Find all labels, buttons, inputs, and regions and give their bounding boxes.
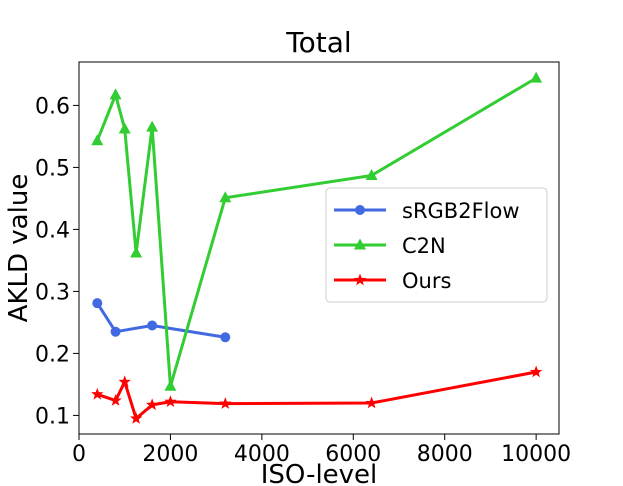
data-point-c2n bbox=[365, 168, 378, 180]
series-line-ours bbox=[96, 370, 537, 420]
y-tick-label: 0.6 bbox=[35, 94, 70, 119]
data-point-ours bbox=[145, 398, 159, 411]
data-point-srgb2flow bbox=[220, 332, 231, 343]
y-axis-label: AKLD value bbox=[4, 174, 34, 323]
legend-marker-c2n bbox=[354, 238, 366, 250]
legend-marker-srgb2flow bbox=[355, 205, 365, 215]
data-point-ours bbox=[529, 365, 543, 378]
y-tick-label: 0.2 bbox=[35, 342, 70, 367]
data-point-c2n bbox=[164, 379, 177, 391]
data-point-c2n bbox=[146, 120, 159, 132]
legend-label-srgb2flow: sRGB2Flow bbox=[402, 199, 520, 223]
y-tick-label: 0.1 bbox=[35, 404, 70, 429]
data-point-ours bbox=[219, 397, 232, 409]
legend-marker-ours bbox=[353, 273, 367, 286]
chart-title: Total bbox=[285, 26, 351, 59]
data-point-ours bbox=[129, 412, 143, 424]
data-point-c2n bbox=[530, 71, 543, 83]
x-tick-label: 2000 bbox=[142, 442, 198, 467]
data-point-c2n bbox=[130, 246, 143, 258]
y-tick-label: 0.5 bbox=[35, 156, 70, 181]
x-axis-label: ISO-level bbox=[261, 460, 378, 486]
legend-label-c2n: C2N bbox=[402, 234, 446, 258]
x-tick-label: 4000 bbox=[234, 442, 290, 467]
data-point-ours bbox=[109, 394, 122, 406]
data-point-ours bbox=[365, 396, 378, 409]
data-point-c2n bbox=[219, 191, 232, 203]
x-tick-label: 6000 bbox=[325, 442, 381, 467]
x-tick-label: 8000 bbox=[417, 442, 473, 467]
data-point-ours bbox=[118, 375, 131, 388]
y-tick-label: 0.4 bbox=[35, 218, 70, 243]
legend-label-ours: Ours bbox=[402, 269, 451, 293]
data-point-ours bbox=[164, 395, 177, 408]
data-point-c2n bbox=[91, 134, 104, 146]
data-point-ours bbox=[91, 387, 104, 400]
x-tick-label: 0 bbox=[72, 442, 86, 467]
legend: sRGB2Flow C2N Ours bbox=[325, 187, 548, 303]
series-line-srgb2flow bbox=[96, 302, 226, 339]
data-point-c2n bbox=[118, 122, 131, 134]
plot-frame bbox=[78, 61, 560, 435]
data-point-srgb2flow bbox=[110, 326, 121, 337]
data-point-srgb2flow bbox=[92, 298, 103, 309]
y-tick-label: 0.3 bbox=[35, 280, 70, 305]
legend-box bbox=[325, 187, 548, 303]
data-point-srgb2flow bbox=[147, 320, 158, 331]
data-point-c2n bbox=[109, 88, 122, 100]
x-tick-label: 10000 bbox=[501, 442, 571, 467]
plot-area bbox=[91, 71, 543, 424]
